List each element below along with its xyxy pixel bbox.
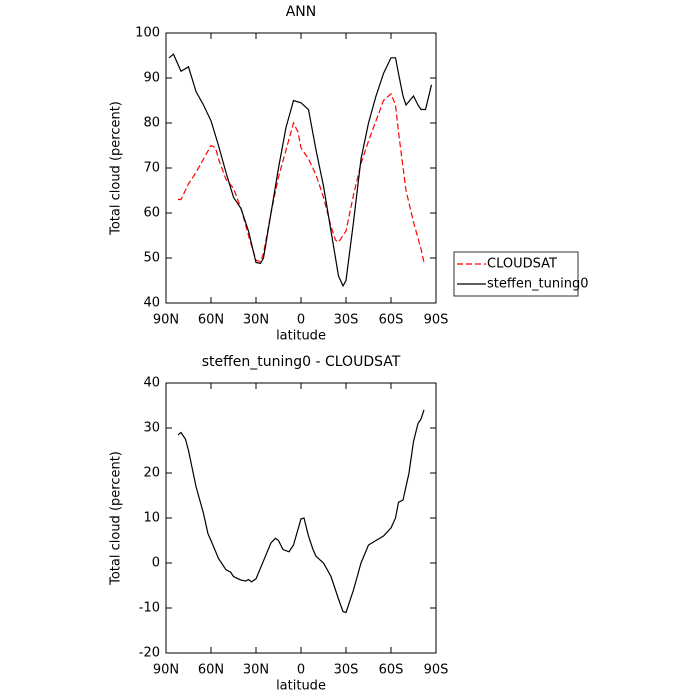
chart-title: steffen_tuning0 - CLOUDSAT [202,354,401,370]
y-tick-label: 40 [143,376,160,391]
y-tick-label: 50 [143,251,160,266]
y-tick-label: -20 [139,646,160,661]
y-tick-label: 30 [143,421,160,436]
x-tick-label: 90N [153,313,179,328]
x-axis-label: latitude [276,679,326,694]
x-tick-label: 90N [153,663,179,678]
x-axis-label: latitude [276,329,326,344]
data-line [178,92,425,263]
x-tick-label: 60N [198,663,224,678]
y-tick-label: -10 [139,601,160,616]
plot-frame [165,32,437,304]
x-tick-label: 0 [297,313,305,328]
chart-title: ANN [286,4,317,20]
y-tick-label: 80 [143,116,160,131]
data-line [177,409,425,614]
y-tick-label: 10 [143,511,160,526]
legend-label: CLOUDSAT [487,257,557,272]
y-tick-label: 20 [143,466,160,481]
x-tick-label: 0 [297,663,305,678]
x-tick-label: 60S [379,663,404,678]
x-tick-label: 30N [243,663,269,678]
y-tick-label: 40 [143,296,160,311]
y-tick-label: 70 [143,161,160,176]
legend-box [453,251,579,297]
y-tick-label: 90 [143,71,160,86]
y-tick-label: 0 [152,556,160,571]
x-tick-label: 90S [424,663,449,678]
x-tick-label: 30S [334,313,359,328]
x-tick-label: 60S [379,313,404,328]
x-tick-label: 60N [198,313,224,328]
legend-label: steffen_tuning0 [487,277,589,292]
x-tick-label: 30S [334,663,359,678]
y-tick-label: 100 [135,26,160,41]
data-line [168,53,433,288]
y-axis-label: Total cloud (percent) [109,101,124,236]
y-tick-label: 60 [143,206,160,221]
y-axis-label: Total cloud (percent) [109,451,124,586]
x-tick-label: 90S [424,313,449,328]
x-tick-label: 30N [243,313,269,328]
